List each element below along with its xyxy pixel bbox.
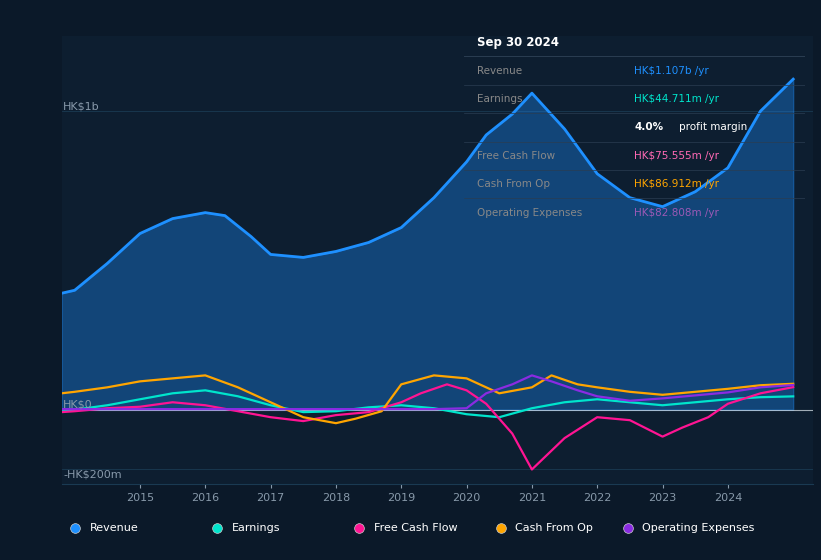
Text: HK$1b: HK$1b: [63, 101, 99, 111]
Text: Operating Expenses: Operating Expenses: [643, 523, 754, 533]
Text: Earnings: Earnings: [478, 94, 523, 104]
Text: HK$0: HK$0: [63, 400, 93, 410]
Text: Revenue: Revenue: [89, 523, 139, 533]
Text: Free Cash Flow: Free Cash Flow: [374, 523, 457, 533]
Text: Operating Expenses: Operating Expenses: [478, 208, 583, 218]
Text: Earnings: Earnings: [232, 523, 280, 533]
Text: Cash From Op: Cash From Op: [478, 179, 551, 189]
Text: HK$44.711m /yr: HK$44.711m /yr: [635, 94, 719, 104]
Text: 4.0%: 4.0%: [635, 123, 663, 132]
Text: Cash From Op: Cash From Op: [516, 523, 594, 533]
Text: Sep 30 2024: Sep 30 2024: [478, 36, 559, 49]
Text: profit margin: profit margin: [678, 123, 747, 132]
Text: Revenue: Revenue: [478, 66, 523, 76]
Text: HK$1.107b /yr: HK$1.107b /yr: [635, 66, 709, 76]
Text: HK$86.912m /yr: HK$86.912m /yr: [635, 179, 719, 189]
Text: HK$75.555m /yr: HK$75.555m /yr: [635, 151, 719, 161]
Text: -HK$200m: -HK$200m: [63, 469, 122, 479]
Text: Free Cash Flow: Free Cash Flow: [478, 151, 556, 161]
Text: HK$82.808m /yr: HK$82.808m /yr: [635, 208, 719, 218]
